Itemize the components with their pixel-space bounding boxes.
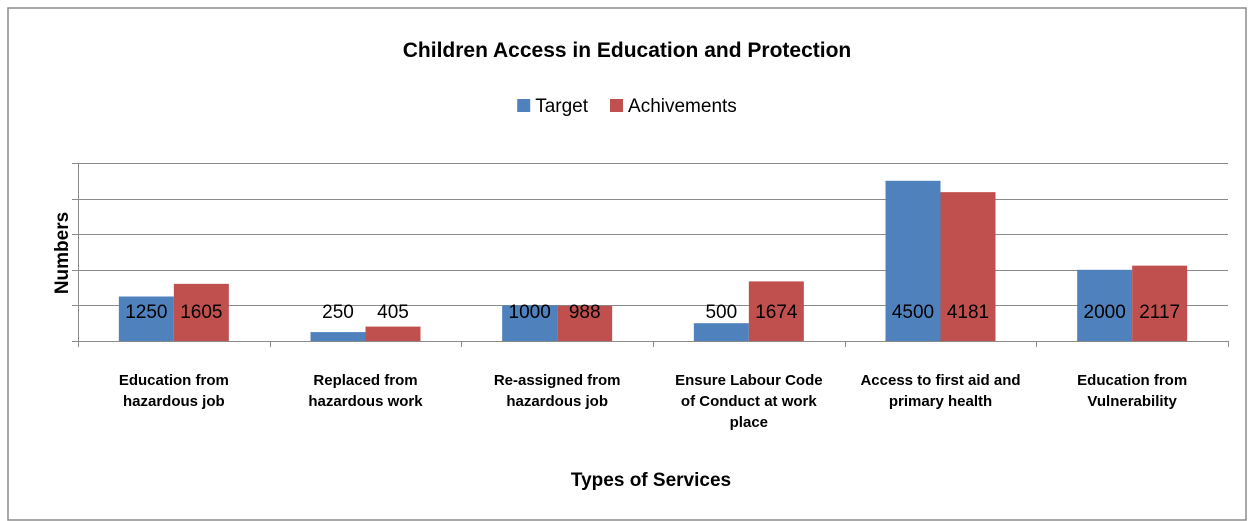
- bar-target-1: [118, 296, 174, 341]
- bar-achivements-4: [748, 281, 804, 341]
- data-label-target-3: 1000: [509, 302, 551, 323]
- data-label-achivements-6: 2117: [1139, 302, 1180, 323]
- legend-label-target: Target: [535, 96, 589, 117]
- data-label-achivements-4: 1674: [755, 302, 798, 323]
- category-labels: Education from hazardous job Replaced from…: [119, 372, 1187, 431]
- legend-item-target: Target: [517, 96, 589, 117]
- category-label-5: Access to first aid and primary health: [860, 372, 1020, 410]
- bar-achivements-3: [557, 305, 613, 341]
- bar-target-5: [885, 180, 941, 341]
- data-label-achivements-3: 988: [569, 302, 601, 323]
- data-label-target-2: 250: [322, 302, 354, 323]
- legend-label-achivements: Achivements: [628, 96, 737, 117]
- data-label-target-1: 1250: [125, 302, 167, 323]
- data-label-achivements-5: 4181: [947, 302, 989, 323]
- bars: [118, 180, 1188, 341]
- bar-achivements-1: [173, 283, 229, 341]
- bar-target-3: [502, 305, 558, 341]
- legend-item-achivements: Achivements: [610, 96, 737, 117]
- legend-swatch-achivements: [610, 99, 624, 112]
- category-label-3: Re-assigned from hazardous job: [494, 372, 621, 410]
- chart-title: Children Access in Education and Protect…: [403, 39, 851, 62]
- data-label-target-5: 4500: [892, 302, 934, 323]
- category-label-2: Replaced from hazardous work: [308, 372, 423, 410]
- bar-achivements-2: [365, 326, 421, 341]
- bar-achivements-5: [940, 192, 996, 341]
- y-axis-title: Numbers: [52, 212, 73, 294]
- data-label-target-6: 2000: [1084, 302, 1126, 323]
- legend: Target Achivements: [517, 96, 737, 117]
- category-label-4: Ensure Labour Code of Conduct at work plac…: [675, 372, 823, 431]
- data-label-target-4: 500: [705, 302, 737, 323]
- bar-target-4: [693, 323, 749, 341]
- gridlines: [72, 163, 1229, 347]
- bar-target-2: [310, 332, 366, 341]
- data-labels: 1250 1605 250 405 1000 988 500 1674 4500 4181 2000…: [125, 302, 1180, 323]
- data-label-achivements-1: 1605: [180, 302, 222, 323]
- category-label-1: Education from hazardous job: [119, 372, 229, 410]
- bar-achivements-6: [1132, 265, 1188, 341]
- category-label-6: Education from Vulnerability: [1077, 372, 1187, 410]
- data-label-achivements-2: 405: [377, 302, 409, 323]
- legend-swatch-target: [517, 99, 531, 112]
- x-axis-title: Types of Services: [571, 470, 731, 491]
- chart-frame: [7, 7, 1247, 521]
- bar-target-6: [1077, 269, 1133, 341]
